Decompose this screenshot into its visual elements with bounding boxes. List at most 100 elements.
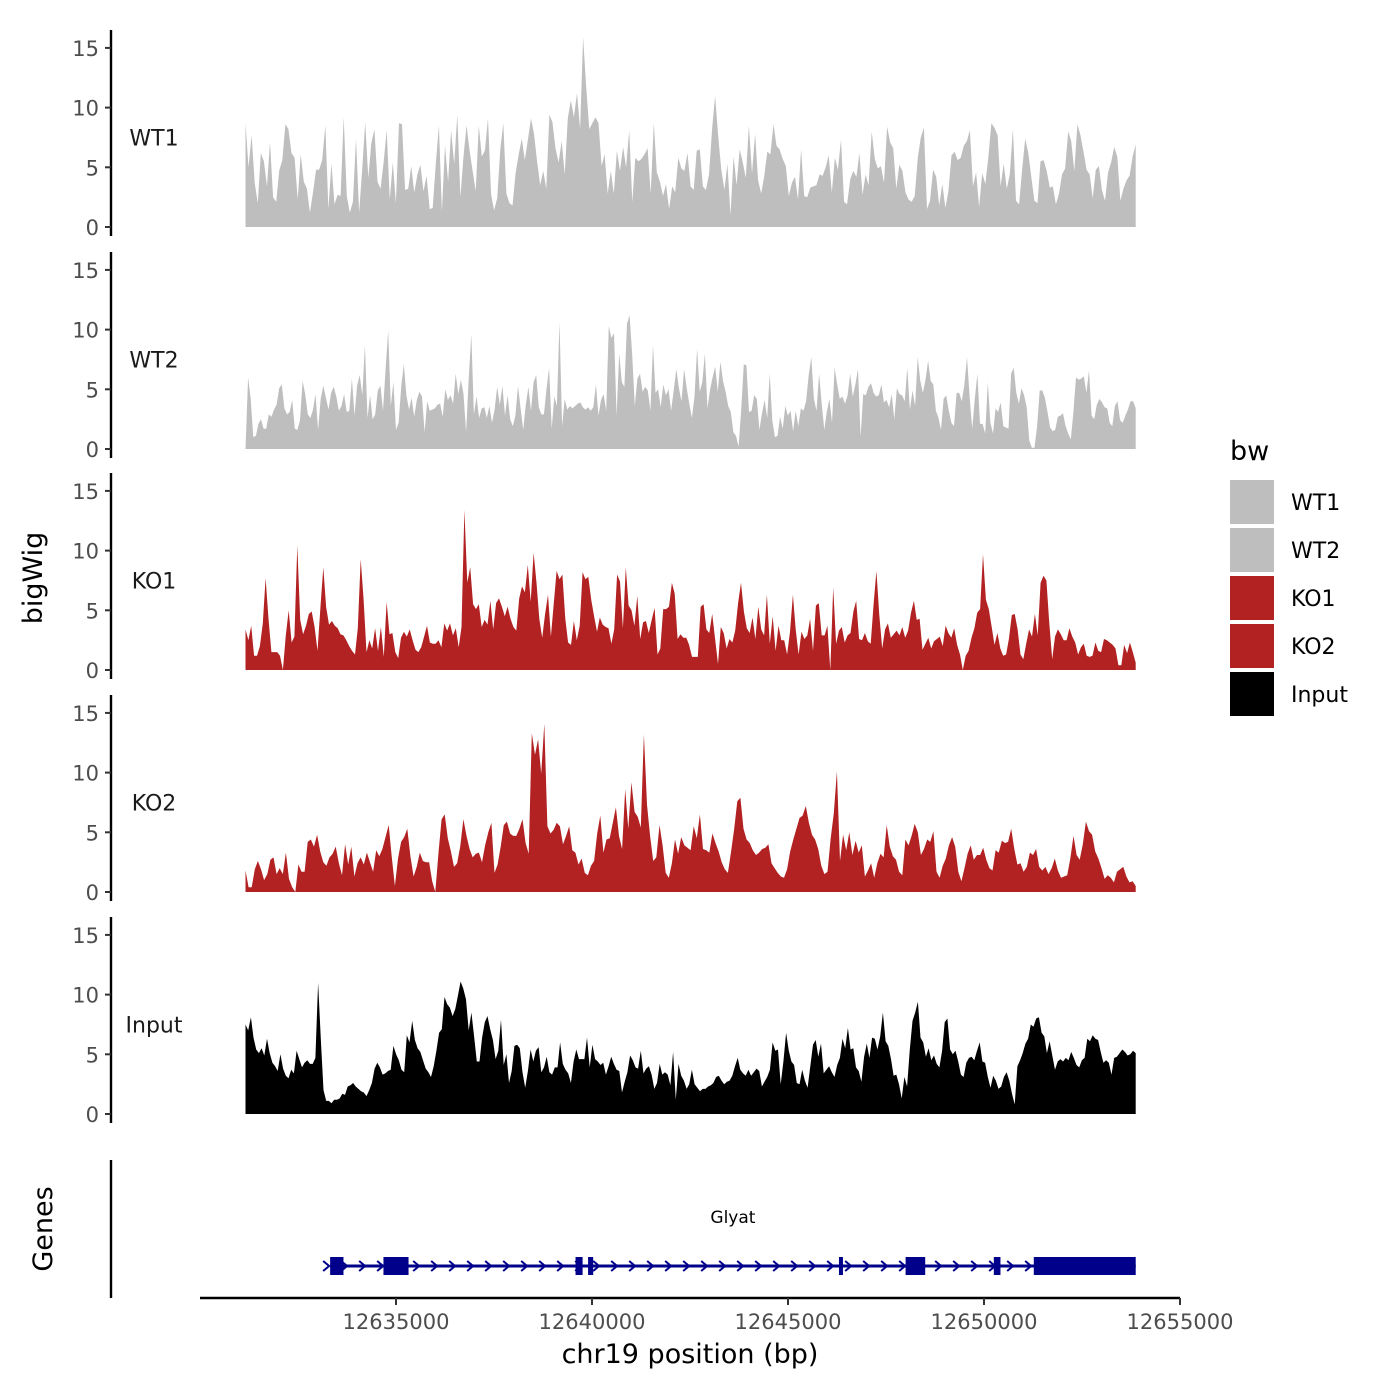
coverage-area-ko2 (245, 723, 1136, 892)
y-tick-label: 0 (86, 216, 99, 240)
coverage-area-wt2 (245, 315, 1136, 449)
y-axis-title: bigWig (18, 532, 49, 625)
y-tick-label: 10 (72, 984, 99, 1008)
y-tick-label: 5 (86, 1043, 99, 1067)
gene-exon (905, 1257, 926, 1275)
track-wt2: 0 5 10 15 WT2 (72, 252, 1136, 462)
track-label-wt2: WT2 (129, 348, 178, 373)
x-tick-label: 12645000 (735, 1310, 842, 1334)
legend-title: bw (1230, 436, 1269, 467)
gene-track-panel: Genes Glyat (28, 1160, 1136, 1298)
track-label-wt1: WT1 (129, 126, 178, 151)
y-tick-label: 0 (86, 438, 99, 462)
coverage-area-ko1 (245, 510, 1136, 670)
x-tick-label: 12655000 (1127, 1310, 1234, 1334)
gene-name-label: Glyat (710, 1208, 755, 1228)
track-label-input: Input (126, 1013, 183, 1038)
legend-key-wt1 (1230, 480, 1274, 524)
strand-arrow (376, 1260, 385, 1272)
strand-arrow (322, 1260, 331, 1272)
strand-arrow (1024, 1260, 1033, 1272)
track-label-ko2: KO2 (132, 791, 177, 816)
y-tick-label: 0 (86, 659, 99, 683)
strand-arrow (952, 1260, 961, 1272)
strand-arrow (646, 1260, 655, 1272)
x-axis: 12635000 12640000 12645000 12650000 12655000 (200, 1296, 1234, 1334)
strand-arrow (754, 1260, 763, 1272)
strand-arrow (718, 1260, 727, 1272)
strand-arrow (448, 1260, 457, 1272)
y-tick-label: 10 (72, 540, 99, 564)
strand-arrow (430, 1260, 439, 1272)
legend-key-ko2 (1230, 624, 1274, 668)
y-tick-label: 5 (86, 156, 99, 180)
gene-exon (588, 1257, 594, 1275)
y-tick-label: 5 (86, 821, 99, 845)
gene-exon (838, 1257, 843, 1275)
strand-arrow (502, 1260, 511, 1272)
strand-arrow (412, 1260, 421, 1272)
x-tick-label: 12640000 (539, 1310, 646, 1334)
y-tick-label: 15 (72, 37, 99, 61)
strand-arrow (736, 1260, 745, 1272)
strand-arrow (556, 1260, 565, 1272)
x-tick-label: 12650000 (931, 1310, 1038, 1334)
strand-arrow (826, 1260, 835, 1272)
strand-arrow (484, 1260, 493, 1272)
y-tick-label: 10 (72, 762, 99, 786)
x-axis-title: chr19 position (bp) (562, 1339, 819, 1370)
strand-arrow (1006, 1260, 1015, 1272)
coverage-area-input (245, 981, 1136, 1114)
strand-arrow (538, 1260, 547, 1272)
gene-track-title: Genes (28, 1186, 59, 1271)
y-tick-label: 10 (72, 319, 99, 343)
strand-arrow (844, 1260, 853, 1272)
strand-arrow (700, 1260, 709, 1272)
strand-arrow (682, 1260, 691, 1272)
strand-arrow (592, 1260, 601, 1272)
legend-key-ko1 (1230, 576, 1274, 620)
strand-arrow (610, 1260, 619, 1272)
gene-exon (383, 1257, 409, 1275)
y-tick-label: 15 (72, 702, 99, 726)
strand-arrow (628, 1260, 637, 1272)
strand-arrow (970, 1260, 979, 1272)
y-tick-label: 10 (72, 97, 99, 121)
track-ko1: 0 5 10 15 KO1 (72, 473, 1136, 683)
y-tick-label: 15 (72, 480, 99, 504)
strand-arrow (358, 1260, 367, 1272)
strand-arrow (862, 1260, 871, 1272)
track-label-ko1: KO1 (132, 569, 177, 594)
legend: bw WT1 WT2 KO1 KO2 Input (1230, 436, 1348, 716)
legend-label-wt1: WT1 (1291, 491, 1340, 516)
coverage-area-wt1 (245, 37, 1136, 228)
y-tick-label: 15 (72, 259, 99, 283)
gene-exon (575, 1257, 583, 1275)
strand-arrow (880, 1260, 889, 1272)
y-tick-label: 5 (86, 378, 99, 402)
gene-exon (993, 1257, 1001, 1275)
strand-arrow (466, 1260, 475, 1272)
legend-label-wt2: WT2 (1291, 539, 1340, 564)
strand-arrow (808, 1260, 817, 1272)
y-tick-label: 0 (86, 1103, 99, 1127)
y-tick-label: 5 (86, 599, 99, 623)
y-tick-label: 0 (86, 881, 99, 905)
legend-label-ko2: KO2 (1291, 635, 1336, 660)
legend-key-input (1230, 672, 1274, 716)
x-tick-label: 12635000 (343, 1310, 450, 1334)
track-wt1: 0 5 10 15 WT1 (72, 30, 1136, 240)
track-input: 0 5 10 15 Input (72, 917, 1136, 1127)
legend-label-input: Input (1291, 683, 1348, 708)
gene-exon (1033, 1257, 1136, 1275)
legend-key-wt2 (1230, 528, 1274, 572)
strand-arrow (520, 1260, 529, 1272)
legend-label-ko1: KO1 (1291, 587, 1336, 612)
strand-arrow (664, 1260, 673, 1272)
strand-arrow (898, 1260, 907, 1272)
track-ko2: 0 5 10 15 KO2 (72, 695, 1136, 905)
strand-arrow (772, 1260, 781, 1272)
coverage-tracks: 0 5 10 15 WT1 0 5 10 15 WT2 0 5 10 15 KO1 0 5 10 15 KO2 0 5 10… (72, 30, 1136, 1127)
y-tick-label: 15 (72, 924, 99, 948)
